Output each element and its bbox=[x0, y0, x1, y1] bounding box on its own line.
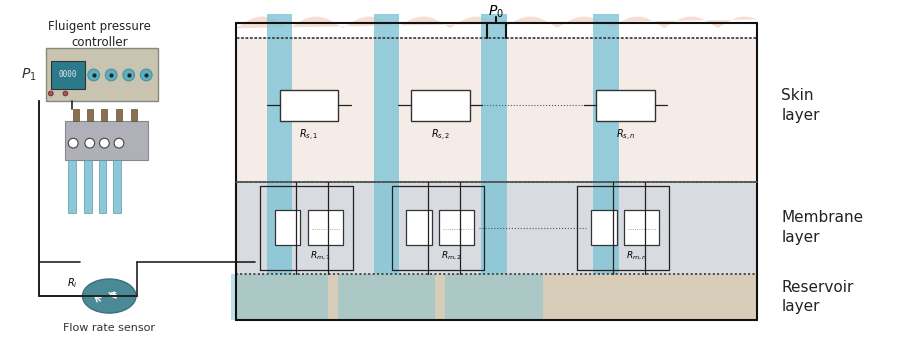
Text: R$_{m,n}$: R$_{m,n}$ bbox=[627, 249, 648, 261]
Text: R$_i$: R$_i$ bbox=[67, 277, 78, 290]
Text: R$_{m,2}$: R$_{m,2}$ bbox=[442, 249, 463, 261]
Bar bbox=[439, 210, 474, 245]
Bar bbox=[275, 210, 300, 245]
Text: P$_1$: P$_1$ bbox=[22, 67, 37, 83]
Circle shape bbox=[122, 69, 134, 81]
Circle shape bbox=[100, 138, 109, 148]
Circle shape bbox=[48, 91, 54, 96]
Bar bbox=[73, 109, 79, 121]
Bar bbox=[68, 160, 76, 213]
Bar bbox=[374, 14, 399, 182]
Bar bbox=[116, 109, 122, 121]
Text: Fluigent pressure
controller: Fluigent pressure controller bbox=[48, 20, 151, 49]
Bar bbox=[113, 160, 121, 213]
Bar bbox=[87, 109, 93, 121]
Bar bbox=[482, 14, 507, 182]
Bar bbox=[65, 121, 148, 160]
Bar bbox=[46, 48, 158, 101]
Bar bbox=[624, 210, 659, 245]
Circle shape bbox=[105, 69, 117, 81]
Bar bbox=[236, 38, 756, 320]
Bar bbox=[236, 274, 756, 320]
Bar bbox=[267, 14, 292, 182]
Circle shape bbox=[88, 69, 100, 81]
Text: Skin
layer: Skin layer bbox=[781, 88, 820, 122]
Bar bbox=[99, 160, 106, 213]
Text: Reservoir
layer: Reservoir layer bbox=[781, 280, 853, 314]
Circle shape bbox=[114, 138, 124, 148]
Bar bbox=[236, 38, 756, 182]
Bar bbox=[84, 160, 92, 213]
Text: Flow rate sensor: Flow rate sensor bbox=[63, 323, 155, 333]
Bar bbox=[267, 182, 292, 274]
Bar bbox=[374, 182, 399, 274]
Text: R$_{m,1}$: R$_{m,1}$ bbox=[310, 249, 331, 261]
Bar bbox=[231, 274, 328, 320]
Bar bbox=[338, 274, 435, 320]
Bar bbox=[482, 182, 507, 274]
Bar bbox=[131, 109, 136, 121]
Bar bbox=[591, 210, 617, 245]
Bar bbox=[307, 210, 343, 245]
Bar bbox=[236, 182, 756, 274]
Ellipse shape bbox=[83, 279, 136, 313]
Text: R$_{s,n}$: R$_{s,n}$ bbox=[616, 127, 635, 143]
Bar bbox=[596, 90, 655, 121]
Text: R$_{s,2}$: R$_{s,2}$ bbox=[431, 127, 450, 143]
Text: P$_0$: P$_0$ bbox=[488, 4, 504, 20]
Bar bbox=[279, 90, 338, 121]
Text: 0000: 0000 bbox=[59, 71, 77, 79]
Bar bbox=[102, 109, 107, 121]
Bar bbox=[236, 182, 756, 274]
Circle shape bbox=[141, 69, 152, 81]
Bar bbox=[445, 274, 542, 320]
Text: Membrane
layer: Membrane layer bbox=[781, 211, 863, 245]
Text: XS: XS bbox=[108, 292, 118, 298]
Polygon shape bbox=[236, 16, 756, 28]
Text: R$_{s,1}$: R$_{s,1}$ bbox=[299, 127, 318, 143]
Bar bbox=[406, 210, 432, 245]
Bar bbox=[236, 274, 756, 320]
Bar bbox=[51, 61, 85, 88]
Circle shape bbox=[63, 91, 68, 96]
Bar bbox=[411, 90, 470, 121]
Bar bbox=[593, 182, 619, 274]
Circle shape bbox=[85, 138, 94, 148]
Bar bbox=[236, 38, 756, 182]
Circle shape bbox=[68, 138, 78, 148]
Bar bbox=[593, 14, 619, 182]
